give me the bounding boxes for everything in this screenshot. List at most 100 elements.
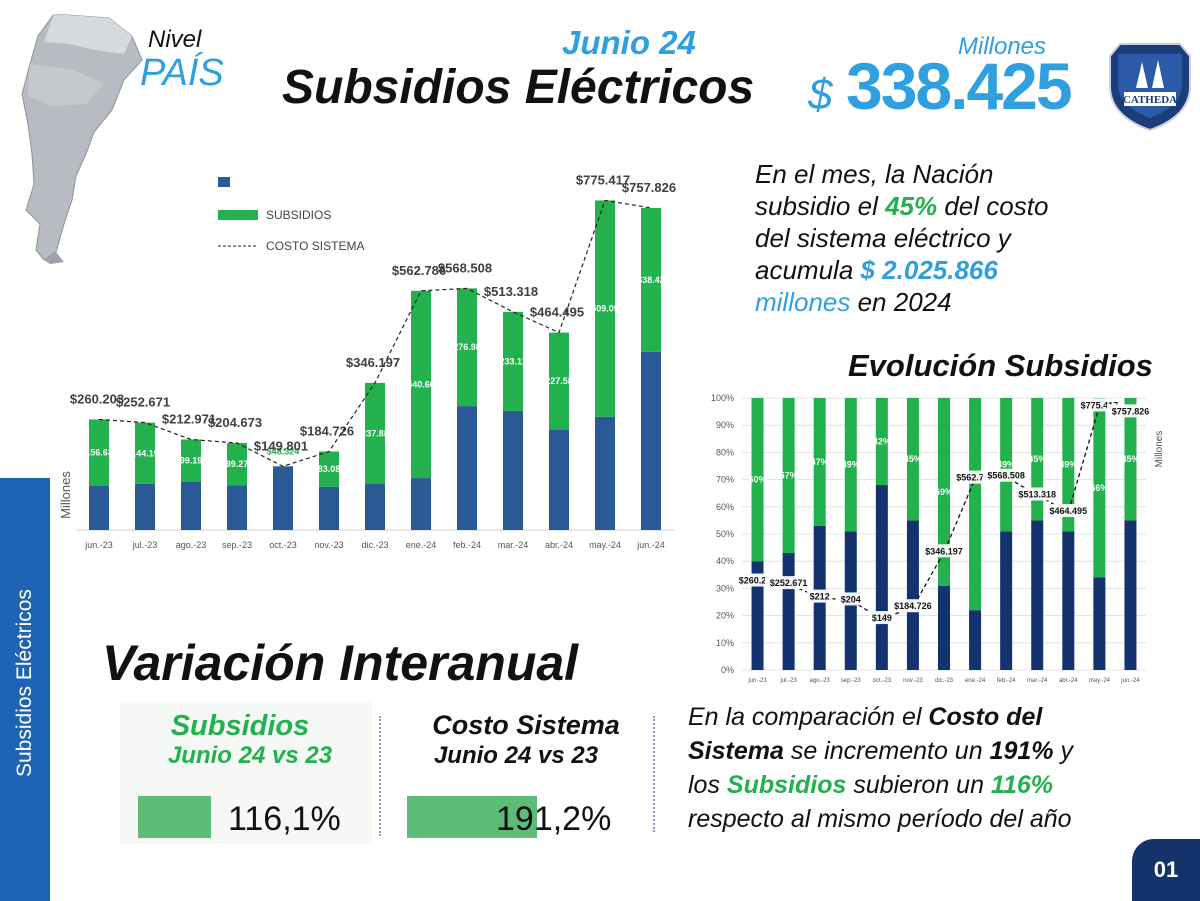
subsidios-percent: 116% [990,771,1054,799]
subsidy-percent-label: 49% [997,460,1015,470]
bar-subsidy-share [1062,398,1075,532]
bar-cost-share [1031,520,1044,670]
bar-base [411,478,431,530]
y-tick-label: 20% [716,611,734,621]
bar-subsidy [319,451,339,487]
cost-data-label: $513.318 [484,284,538,299]
divider [653,716,655,832]
cost-data-label: $260.203 [70,391,124,406]
millones-word: millones [755,287,851,317]
bar-base [273,466,293,530]
y-tick-label: 60% [716,502,734,512]
argentina-map [21,14,143,264]
x-tick-label: feb.-24 [997,678,1016,684]
bar-subsidy [595,200,615,417]
subsidy-data-label: $233.115 [494,356,531,366]
cost-data-label: $757.826 [1112,406,1150,416]
bar-cost-share [938,585,950,670]
bar-subsidy [365,382,385,484]
costo-variation-value: 191,2% [496,800,612,838]
bar-base [319,486,339,530]
cost-data-label: $149.801 [254,438,308,453]
period-label: Junio 24 [562,24,696,61]
costo-variation-label: Costo Sistema [432,710,620,740]
x-tick-label: mar.-24 [498,540,529,550]
unit-label: Millones [958,33,1047,60]
comparison-text: En la comparación el [688,703,929,731]
bar-subsidy [641,207,661,352]
bar-cost-share [906,520,919,670]
x-tick-label: jun.-23 [84,540,113,550]
legend-swatch-base [218,177,230,187]
cost-data-label: $464.495 [530,305,584,320]
bar-base [503,410,523,530]
bar-base [365,483,385,530]
bar-subsidy-share [906,398,919,521]
comparison-line-2: Sistema se incremento un 191% y [688,734,1158,768]
comparison-text: subieron un [846,771,991,799]
legend-swatch-subsidy [218,210,258,220]
cost-data-label: $757.826 [622,180,676,195]
subsidios-variation-period: Junio 24 vs 23 [167,742,333,769]
subsidy-data-label: $156.635 [80,448,118,458]
bar-subsidy [411,290,431,479]
cost-data-label: $252.671 [770,578,808,588]
bar-subsidy-share [1124,398,1137,521]
subsidy-data-label: $440.668 [402,379,440,389]
x-tick-label: oct.-23 [269,540,297,550]
subsidy-percent-label: 45% [1028,454,1046,464]
bar-subsidy [181,439,201,482]
subsidy-percent-label: 32% [873,437,891,447]
y2-axis-label: Millones [1154,431,1165,468]
cost-data-label: $204 [841,594,861,604]
subsidy-percent-label: 45% [904,454,922,464]
bar-subsidy [549,332,569,430]
cost-data-label: $562.786 [956,473,994,483]
comparison-text: y [1053,737,1073,765]
subsidy-percent-label: 47% [811,457,829,467]
bar-subsidy [89,419,109,486]
y-tick-label: 40% [716,556,734,566]
x-tick-label: jun.-24 [636,540,665,550]
summary-line-2: subsidio el 45% del costo [755,190,1175,222]
cost-data-label: $184.726 [300,423,354,438]
cost-data-label: $212 [810,592,830,602]
summary-text: subsidio el [755,191,886,221]
catheda-logo: CATHEDA [1109,43,1191,132]
bar-subsidy-share [1093,398,1106,578]
subsidy-data-label: $99.270 [221,459,254,469]
x-tick-label: nov.-23 [903,678,923,684]
y-tick-label: 90% [716,420,734,430]
costo-variation-bar [407,796,537,838]
subsidios-variation-label: Subsidios [170,710,310,742]
accumulated-amount: $ 2.025.866 [860,255,998,285]
bar-subsidy-share [1000,398,1013,532]
cost-label-bg [806,589,833,603]
bar-cost-share [1124,520,1137,670]
side-label: Subsidios Eléctricos [13,589,36,777]
x-tick-label: ene.-24 [965,678,986,684]
side-band [0,478,50,901]
bar-base [89,485,109,530]
subsidy-percent-label: 49% [1059,460,1077,470]
x-tick-label: ago.-23 [176,540,207,550]
cost-label-bg [1044,504,1092,518]
cost-label-bg [869,611,895,625]
subsidy-percent-label: 45% [1121,454,1139,464]
bar-base [181,481,201,530]
bar-cost-share [751,561,764,670]
cost-data-label: $568.508 [438,260,492,275]
x-tick-label: mar.-24 [1027,678,1048,684]
comparison-text: se incremento un [783,737,990,765]
summary-text: acumula [755,255,861,285]
evolution-title: Evolución Subsidios [848,348,1153,383]
cost-data-label: $204.673 [208,415,262,430]
subsidios-variation-bar [138,796,211,838]
x-tick-label: jun.-24 [1120,678,1140,684]
cost-data-label: $346.197 [346,355,400,370]
x-tick-label: jun.-23 [747,678,767,684]
summary-text: del costo [937,191,1049,221]
summary-line-4: acumula $ 2.025.866 [755,254,1175,286]
comparison-line-3: los Subsidios subieron un 116% [688,768,1158,802]
logo-text: CATHEDA [1123,94,1177,106]
